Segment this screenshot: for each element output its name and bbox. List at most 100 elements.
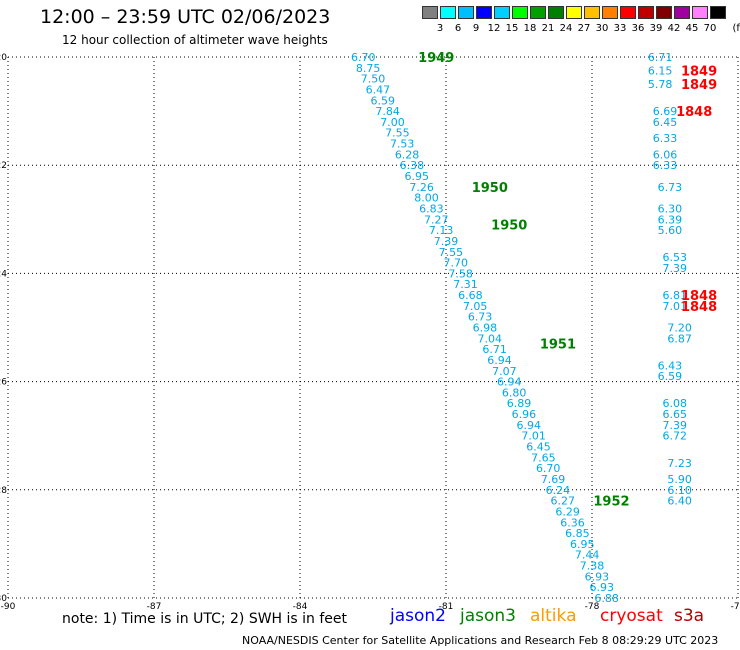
color-tick-label: 6 xyxy=(454,23,462,34)
swh-value-label: 6.93 xyxy=(589,581,614,594)
swh-value-label: 7.65 xyxy=(531,451,556,464)
swh-value-label: 6.15 xyxy=(648,65,673,78)
swh-value-label: 6.68 xyxy=(458,289,483,302)
legend-entry-s3a: s3a xyxy=(674,606,705,626)
longitude-tick-label: -84 xyxy=(293,602,308,612)
swh-value-label: 7.55 xyxy=(439,246,464,259)
swh-value-label: 7.13 xyxy=(429,224,454,237)
swh-value-label: 6.96 xyxy=(512,408,537,421)
swh-value-label: 6.85 xyxy=(565,527,590,540)
swh-value-label: 6.65 xyxy=(662,408,687,421)
swh-value-label: 6.70 xyxy=(351,51,376,64)
swh-value-label: 7.01 xyxy=(662,300,687,313)
color-tick-label: 30 xyxy=(595,23,609,34)
pass-time-label: 1848 xyxy=(681,300,717,315)
color-swatch xyxy=(656,6,672,19)
swh-value-label: 6.95 xyxy=(405,170,430,183)
longitude-tick-label: -87 xyxy=(147,602,162,612)
swh-value-label: 7.01 xyxy=(521,430,546,443)
color-tick-label: 24 xyxy=(559,23,573,34)
swh-value-label: 7.39 xyxy=(662,419,687,432)
latitude-tick-label: -28 xyxy=(0,486,7,496)
pass-time-label: 1950 xyxy=(491,219,527,234)
color-tick-label: 21 xyxy=(541,23,555,34)
color-tick-label: 39 xyxy=(649,23,663,34)
swh-value-label: 7.05 xyxy=(463,300,488,313)
color-tick-label: 36 xyxy=(631,23,645,34)
swh-value-label: 6.45 xyxy=(526,441,551,454)
footer-credit: NOAA/NESDIS Center for Satellite Applica… xyxy=(242,634,719,647)
color-swatch xyxy=(512,6,528,19)
color-tick-label: 70 xyxy=(703,23,717,34)
swh-value-label: 7.55 xyxy=(385,127,410,140)
swh-value-label: 6.80 xyxy=(502,386,527,399)
longitude-tick-label: -81 xyxy=(439,602,454,612)
color-swatch xyxy=(530,6,546,19)
color-swatch xyxy=(710,6,726,19)
legend-entry-jason3: jason3 xyxy=(460,606,516,626)
swh-value-label: 7.39 xyxy=(662,262,687,275)
swh-value-label: 8.00 xyxy=(414,192,439,205)
pass-time-label: 1950 xyxy=(472,181,508,196)
swh-value-label: 6.06 xyxy=(653,148,678,161)
color-tick-label: 18 xyxy=(523,23,537,34)
pass-time-label: 1849 xyxy=(681,78,717,93)
swh-value-label: 7.26 xyxy=(409,181,434,194)
page-title: 12:00 – 23:59 UTC 02/06/2023 xyxy=(40,6,331,28)
latitude-tick-label: -24 xyxy=(0,269,7,279)
color-swatch xyxy=(476,6,492,19)
swh-value-label: 7.07 xyxy=(492,365,517,378)
color-swatch xyxy=(638,6,654,19)
swh-value-label: 7.27 xyxy=(424,213,449,226)
swh-value-label: 8.75 xyxy=(356,62,381,75)
swh-value-label: 6.53 xyxy=(662,251,687,264)
swh-value-label: 5.78 xyxy=(648,78,673,91)
swh-value-label: 6.94 xyxy=(497,376,522,389)
swh-value-label: 6.89 xyxy=(507,397,532,410)
swh-value-label: 6.69 xyxy=(653,105,678,118)
swh-value-label: 6.29 xyxy=(555,505,580,518)
swh-value-label: 7.70 xyxy=(443,257,468,270)
swh-value-label: 6.73 xyxy=(658,181,683,194)
color-swatch xyxy=(692,6,708,19)
color-swatch xyxy=(458,6,474,19)
swh-value-label: 7.69 xyxy=(541,473,566,486)
swh-value-label: 7.20 xyxy=(667,322,692,335)
swh-value-label: 7.00 xyxy=(380,116,405,129)
swh-value-label: 6.98 xyxy=(473,322,498,335)
swh-value-label: 6.27 xyxy=(551,495,576,508)
color-swatch xyxy=(494,6,510,19)
swh-value-label: 5.90 xyxy=(667,473,692,486)
pass-time-label: 1951 xyxy=(540,338,576,353)
swh-value-label: 6.71 xyxy=(648,51,673,64)
color-swatch xyxy=(440,6,456,19)
swh-value-label: 6.45 xyxy=(653,116,678,129)
color-swatch xyxy=(584,6,600,19)
swh-value-label: 6.36 xyxy=(560,516,585,529)
swh-value-label: 6.30 xyxy=(658,202,683,215)
longitude-tick-label: -78 xyxy=(585,602,600,612)
color-tick-label: 9 xyxy=(472,23,480,34)
latitude-tick-label: -20 xyxy=(0,53,7,63)
swh-value-label: 6.88 xyxy=(594,592,619,605)
swh-value-label: 7.84 xyxy=(375,105,400,118)
swh-value-label: 6.33 xyxy=(653,132,678,145)
swh-value-label: 6.72 xyxy=(662,430,687,443)
swh-value-label: 6.93 xyxy=(585,570,610,583)
swh-value-label: 7.38 xyxy=(580,560,605,573)
swh-value-label: 6.94 xyxy=(487,354,512,367)
legend-entry-altika: altika xyxy=(530,606,577,626)
swh-value-label: 6.59 xyxy=(658,370,683,383)
swh-value-label: 6.10 xyxy=(667,484,692,497)
swh-value-label: 6.94 xyxy=(516,419,541,432)
swh-value-label: 6.28 xyxy=(395,148,420,161)
latitude-tick-label: -26 xyxy=(0,378,7,388)
swh-value-label: 7.50 xyxy=(361,73,386,86)
swh-value-label: 6.08 xyxy=(662,397,687,410)
swh-value-label: 6.40 xyxy=(667,495,692,508)
color-unit-label: (ft) xyxy=(732,23,740,34)
color-tick-label: 27 xyxy=(577,23,591,34)
swh-value-label: 6.39 xyxy=(658,213,683,226)
color-tick-label: 12 xyxy=(487,23,501,34)
